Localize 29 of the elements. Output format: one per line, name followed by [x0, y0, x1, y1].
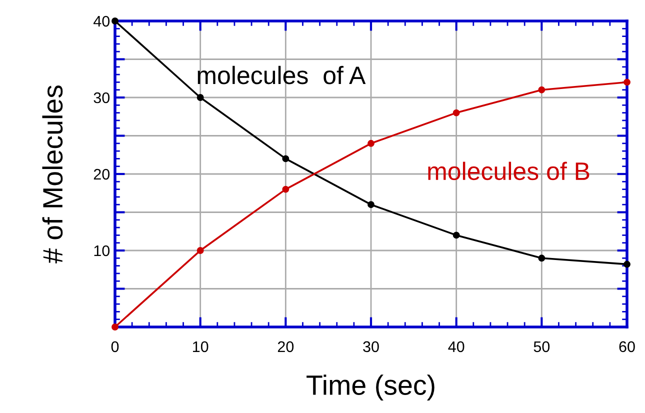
x-tick-label: 40 [448, 341, 464, 352]
point [196, 94, 204, 101]
point [196, 247, 204, 254]
point [452, 109, 460, 116]
point [282, 155, 290, 162]
x-tick-label: 0 [111, 341, 119, 352]
point [452, 232, 460, 239]
y-tick-label: 20 [94, 168, 110, 180]
point [112, 324, 118, 330]
point [624, 260, 630, 268]
series-label: molecules of B [428, 162, 590, 180]
point [282, 186, 290, 193]
point [368, 201, 374, 208]
series-label: molecules of A [198, 66, 366, 84]
x-tick-label: 30 [363, 341, 379, 352]
x-tick-label: 50 [534, 341, 550, 352]
x-axis-title: Time (sec) [306, 374, 434, 400]
y-axis-title: # of Molecules [42, 85, 63, 264]
y-tick-label: 10 [94, 245, 110, 256]
y-tick-label: 30 [94, 92, 110, 104]
x-tick-label: 20 [278, 341, 294, 352]
point [538, 254, 546, 262]
y-tick-label: 40 [94, 16, 110, 27]
point [368, 140, 374, 147]
point [112, 18, 118, 24]
x-tick-label: 60 [619, 341, 635, 352]
x-tick-label: 10 [193, 341, 208, 352]
point [538, 86, 546, 94]
point [624, 78, 630, 86]
